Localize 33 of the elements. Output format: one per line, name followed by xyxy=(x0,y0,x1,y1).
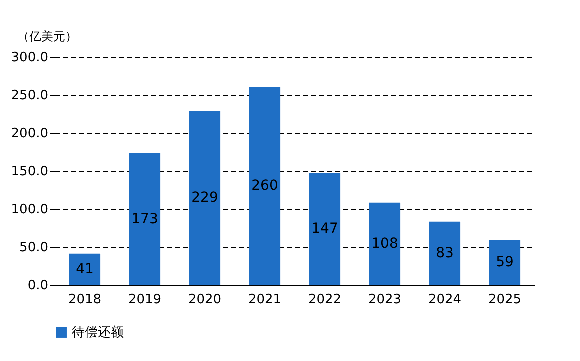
y-tick-label: 100.0 xyxy=(11,202,48,218)
data-label: 41 xyxy=(76,261,94,278)
y-tick-label: 150.0 xyxy=(11,164,48,180)
y-tick-label: 250.0 xyxy=(11,88,48,104)
y-tick-label: 200.0 xyxy=(11,126,48,142)
data-label: 108 xyxy=(372,236,398,252)
x-tick-label: 2021 xyxy=(248,292,282,308)
data-label: 173 xyxy=(132,211,158,228)
data-label: 147 xyxy=(312,221,338,238)
bar xyxy=(129,154,161,285)
y-axis-title: （亿美元） xyxy=(18,30,78,44)
legend-label: 待偿还额 xyxy=(72,326,124,340)
data-label: 229 xyxy=(192,190,218,206)
x-tick-label: 2025 xyxy=(488,292,522,308)
bar xyxy=(189,110,221,285)
data-label: 83 xyxy=(436,245,454,262)
bar xyxy=(309,173,341,285)
y-tick-label: 300.0 xyxy=(11,50,48,66)
y-tick-label: 50.0 xyxy=(20,240,48,256)
x-tick-label: 2018 xyxy=(68,292,102,308)
data-label: 59 xyxy=(496,254,514,271)
x-tick-label: 2019 xyxy=(128,292,162,308)
data-label: 260 xyxy=(252,178,278,194)
x-tick-label: 2020 xyxy=(188,292,222,308)
x-tick-label: 2024 xyxy=(428,292,462,308)
x-tick-label: 2023 xyxy=(368,292,402,308)
y-tick-label: 0.0 xyxy=(28,278,48,294)
bar xyxy=(249,87,281,285)
x-tick-label: 2022 xyxy=(308,292,342,308)
bar xyxy=(69,254,101,285)
bar xyxy=(489,240,521,285)
bar xyxy=(369,202,401,285)
bar xyxy=(429,222,461,285)
